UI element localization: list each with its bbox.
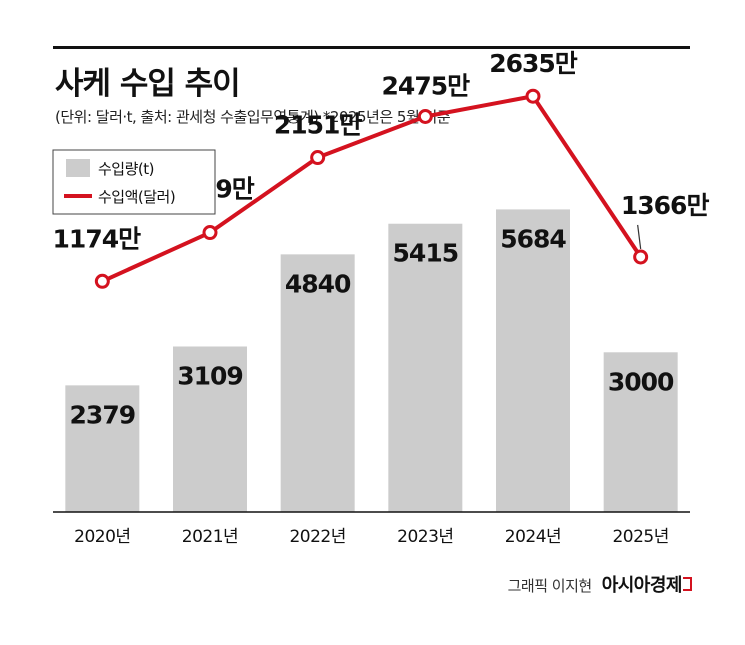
bar-value-label: 4840: [285, 269, 351, 298]
chart-title: 사케 수입 추이: [55, 66, 241, 102]
bar-2021년: [173, 346, 247, 512]
credit-graphic: 그래픽 이지현: [507, 577, 593, 595]
line-label-leader: [637, 224, 642, 250]
legend-box: [52, 149, 216, 215]
credit-brand-name: 아시아경제: [601, 575, 683, 596]
line-point: [310, 150, 326, 166]
legend-bar-swatch: [66, 159, 90, 177]
line-value-label: 1174만: [53, 224, 142, 253]
bar-value-label: 3109: [177, 361, 243, 390]
line-value-label: 2475만: [382, 72, 471, 101]
bar-2024년: [496, 209, 570, 512]
line-series-path: [101, 94, 643, 284]
bar-value-label: 3000: [608, 367, 674, 396]
line-point: [94, 273, 110, 289]
line-point: [202, 225, 218, 241]
x-tick-label: 2024년: [505, 527, 561, 547]
credit-brand: 아시아경제: [602, 571, 692, 597]
x-tick-label: 2023년: [397, 527, 453, 547]
line-point: [633, 249, 649, 265]
chart-subtitle: (단위: 달러·t, 출처: 관세청 수출입무역통계) *2025년은 5월 기…: [55, 108, 451, 126]
line-value-label: 2151만: [274, 111, 363, 140]
bar-2025년: [603, 352, 678, 512]
legend-bar-label: 수입량(t): [98, 160, 154, 178]
bar-2020년: [65, 385, 140, 512]
bar-2022년: [280, 254, 355, 512]
bar-2023년: [388, 223, 463, 512]
credit: 그래픽 이지현 아시아경제: [508, 571, 692, 597]
line-series-layer: 1174만1559만2151만2475만2635만1366만: [53, 49, 710, 289]
x-tick-label: 2025년: [612, 527, 668, 547]
line-value-label: 2635만: [489, 49, 578, 78]
x-tick-label: 2021년: [182, 527, 238, 547]
bar-value-label: 5415: [393, 239, 459, 268]
line-point: [417, 109, 433, 124]
line-point: [525, 88, 541, 104]
x-tick-label: 2020년: [74, 527, 130, 547]
x-axis: 2020년 2021년 2022년 2023년 2024년 2025년: [53, 511, 690, 547]
bars-layer: 2379 3109 4840 5415 5684 3000: [65, 209, 678, 512]
top-rule: [53, 46, 690, 49]
line-value-label: 1366만: [621, 191, 710, 220]
bar-value-label: 2379: [70, 400, 136, 429]
x-tick-label: 2022년: [289, 527, 345, 547]
bar-value-label: 5684: [500, 224, 566, 253]
brand-mark-icon: [683, 577, 692, 591]
legend-line-label: 수입액(달러): [98, 188, 175, 206]
legend: 수입량(t) 수입액(달러): [52, 149, 216, 215]
